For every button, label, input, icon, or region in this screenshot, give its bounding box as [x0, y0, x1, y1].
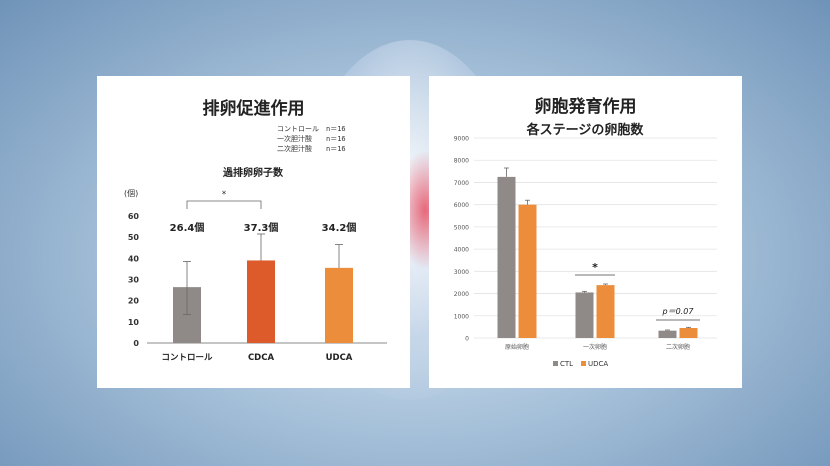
bar-udca [596, 285, 615, 338]
bar-2 [247, 260, 275, 343]
x-tick-label: 一次卵胞 [583, 343, 607, 351]
y-tick-label: 2000 [454, 291, 469, 298]
bar-ctl [497, 176, 516, 338]
y-tick-label: 0 [133, 339, 139, 348]
n-legend-label: 二次胆汁酸 [277, 145, 312, 153]
y-tick-label: 40 [128, 254, 140, 263]
y-tick-label: 9000 [454, 136, 469, 143]
y-tick-label: 5000 [454, 224, 469, 231]
significance-marker: * [222, 190, 227, 200]
chart-title: 過排卵卵子数 [222, 166, 284, 179]
y-tick-label: 8000 [454, 158, 469, 165]
significance-marker: * [592, 261, 598, 274]
data-label: 26.4個 [170, 221, 205, 234]
y-axis-label: (個) [124, 188, 138, 198]
x-tick-label: CDCA [248, 353, 275, 363]
n-legend-value: n＝16 [326, 135, 346, 143]
y-tick-label: 6000 [454, 202, 469, 209]
n-legend-value: n＝16 [326, 145, 346, 153]
n-legend-value: n＝16 [326, 125, 346, 133]
y-tick-label: 60 [128, 212, 140, 221]
bar-udca [679, 328, 698, 338]
y-tick-label: 20 [128, 297, 140, 306]
n-legend-label: 一次胆汁酸 [277, 135, 312, 143]
n-legend-row-3: 二次胆汁酸 n＝16 [277, 144, 346, 154]
data-label: 34.2個 [322, 221, 357, 234]
n-legend-label: コントロール [277, 125, 319, 133]
legend-label: CTL [560, 360, 573, 368]
chart-title: 各ステージの卵胞数 [526, 122, 645, 138]
p-value-label: p＝0.07 [662, 307, 695, 316]
right-panel-title: 卵胞発育作用 [534, 97, 637, 117]
follicle-panel: 卵胞発育作用 各ステージの卵胞数 0 1000 2000 3000 4000 5000 600… [429, 76, 742, 388]
x-tick-label: コントロール [161, 353, 213, 363]
legend-swatch-ctl [553, 361, 558, 366]
bar-ctl [658, 330, 677, 338]
follicle-stage-chart: 各ステージの卵胞数 0 1000 2000 3000 4000 5000 6000 7000 80… [454, 122, 717, 368]
y-tick-label: 50 [128, 233, 140, 242]
x-tick-label: 原始卵胞 [505, 343, 529, 351]
significance-bracket [186, 200, 262, 209]
legend-label: UDCA [588, 360, 608, 368]
x-tick-label: 二次卵胞 [666, 343, 690, 351]
y-tick-label: 10 [128, 318, 140, 327]
n-legend-row-2: 一次胆汁酸 n＝16 [277, 134, 346, 144]
ovulation-panel: 排卵促進作用 コントロール n＝16 一次胆汁酸 n＝16 二次胆汁酸 n＝16… [97, 76, 410, 388]
y-tick-label: 4000 [454, 247, 469, 254]
left-panel-title: 排卵促進作用 [202, 99, 305, 119]
bar-ctl [575, 292, 594, 338]
n-legend-row-1: コントロール n＝16 [277, 124, 346, 134]
bar-3 [325, 267, 353, 343]
bar-udca [518, 204, 537, 338]
y-tick-label: 0 [465, 336, 469, 343]
y-tick-label: 7000 [454, 180, 469, 187]
legend-swatch-udca [581, 361, 586, 366]
data-label: 37.3個 [244, 221, 279, 234]
y-tick-label: 30 [128, 276, 140, 285]
y-tick-label: 1000 [454, 313, 469, 320]
y-tick-label: 3000 [454, 269, 469, 276]
x-tick-label: UDCA [326, 353, 353, 363]
